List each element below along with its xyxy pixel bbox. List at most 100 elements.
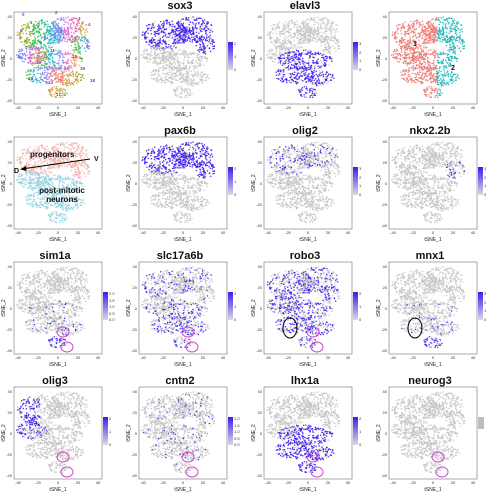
cell-point — [323, 41, 325, 43]
cell-point — [56, 62, 58, 65]
cell-point — [20, 30, 22, 33]
cell-point — [38, 20, 40, 23]
cell-point — [406, 30, 409, 32]
cell-point — [184, 66, 186, 68]
cell-point — [287, 62, 290, 64]
cell-point — [150, 27, 152, 29]
cell-point — [279, 70, 282, 73]
cell-point — [399, 41, 401, 44]
cell-point — [19, 52, 21, 55]
cell-point — [62, 73, 64, 75]
cell-point — [422, 23, 424, 25]
cell-point — [328, 44, 330, 47]
cell-point — [185, 70, 188, 72]
cell-point — [69, 75, 71, 77]
cell-point — [398, 61, 400, 63]
cell-point — [26, 41, 29, 43]
cell-point — [56, 53, 58, 56]
cell-point — [190, 52, 192, 55]
cell-point — [33, 73, 36, 76]
cell-point — [284, 60, 286, 63]
cell-point — [146, 60, 149, 63]
cell-point — [326, 22, 329, 25]
cell-point — [28, 74, 30, 76]
cell-point — [188, 56, 190, 59]
cell-point — [80, 22, 83, 25]
cell-point — [450, 24, 453, 26]
cell-point — [51, 89, 53, 91]
cell-point — [319, 39, 321, 41]
cell-point — [65, 73, 67, 76]
cell-point — [328, 64, 330, 66]
cell-point — [279, 33, 282, 35]
cell-point — [423, 45, 425, 47]
cell-point — [209, 36, 211, 39]
cell-point — [300, 94, 302, 97]
cell-point — [64, 66, 66, 68]
cell-point — [200, 46, 203, 48]
cell-point — [163, 22, 165, 24]
cell-point — [57, 78, 60, 81]
cell-point — [302, 58, 304, 60]
cell-point — [321, 67, 323, 69]
y-tick-label: 40 — [383, 14, 388, 19]
cell-point — [83, 28, 85, 30]
cell-point — [159, 62, 162, 65]
cell-point — [187, 16, 190, 19]
y-axis-label: tSNE_2 — [251, 49, 257, 66]
cell-point — [164, 33, 167, 36]
cell-point — [282, 44, 285, 47]
cell-point — [70, 23, 72, 25]
y-tick-label: 0 — [135, 56, 138, 61]
cell-point — [78, 19, 81, 21]
cell-point — [70, 31, 73, 34]
cell-point — [70, 44, 73, 47]
cell-point — [293, 69, 296, 71]
cell-point — [316, 32, 319, 35]
cell-point — [305, 24, 307, 26]
y-tick-label: 20 — [133, 35, 138, 40]
cell-point — [185, 17, 188, 19]
cell-point — [67, 31, 70, 33]
cell-point — [33, 70, 36, 72]
cell-point — [190, 33, 192, 35]
cell-point — [302, 24, 304, 26]
cell-point — [152, 61, 154, 64]
cell-point — [324, 30, 327, 33]
cell-point — [412, 54, 414, 57]
cell-point — [22, 24, 25, 26]
cell-point — [81, 36, 83, 38]
cell-point — [36, 43, 38, 45]
cell-point — [75, 60, 78, 62]
cell-point — [324, 44, 327, 46]
cell-point — [331, 29, 333, 32]
cell-point — [197, 23, 200, 25]
cell-point — [78, 44, 80, 47]
cell-point — [276, 73, 279, 76]
cell-point — [434, 19, 437, 21]
cell-point — [45, 65, 47, 68]
cell-point — [206, 34, 208, 36]
cell-point — [170, 29, 173, 32]
cell-point — [53, 40, 55, 42]
cell-point — [180, 96, 182, 98]
cell-point — [158, 79, 160, 82]
cell-point — [184, 54, 186, 57]
cell-point — [83, 40, 85, 43]
cell-point — [291, 54, 294, 56]
cell-point — [331, 45, 334, 47]
cell-point — [57, 42, 59, 44]
cell-point — [312, 35, 315, 37]
cell-point — [186, 92, 189, 94]
cell-point — [159, 47, 161, 50]
x-axis-label: tSNE_1 — [299, 112, 316, 118]
cell-point — [156, 64, 159, 66]
cell-point — [179, 26, 182, 28]
cell-point — [403, 45, 406, 48]
cell-point — [305, 49, 307, 51]
cell-point — [322, 53, 324, 55]
cell-point — [286, 31, 288, 33]
cell-point — [144, 52, 146, 55]
cell-point — [401, 46, 403, 48]
